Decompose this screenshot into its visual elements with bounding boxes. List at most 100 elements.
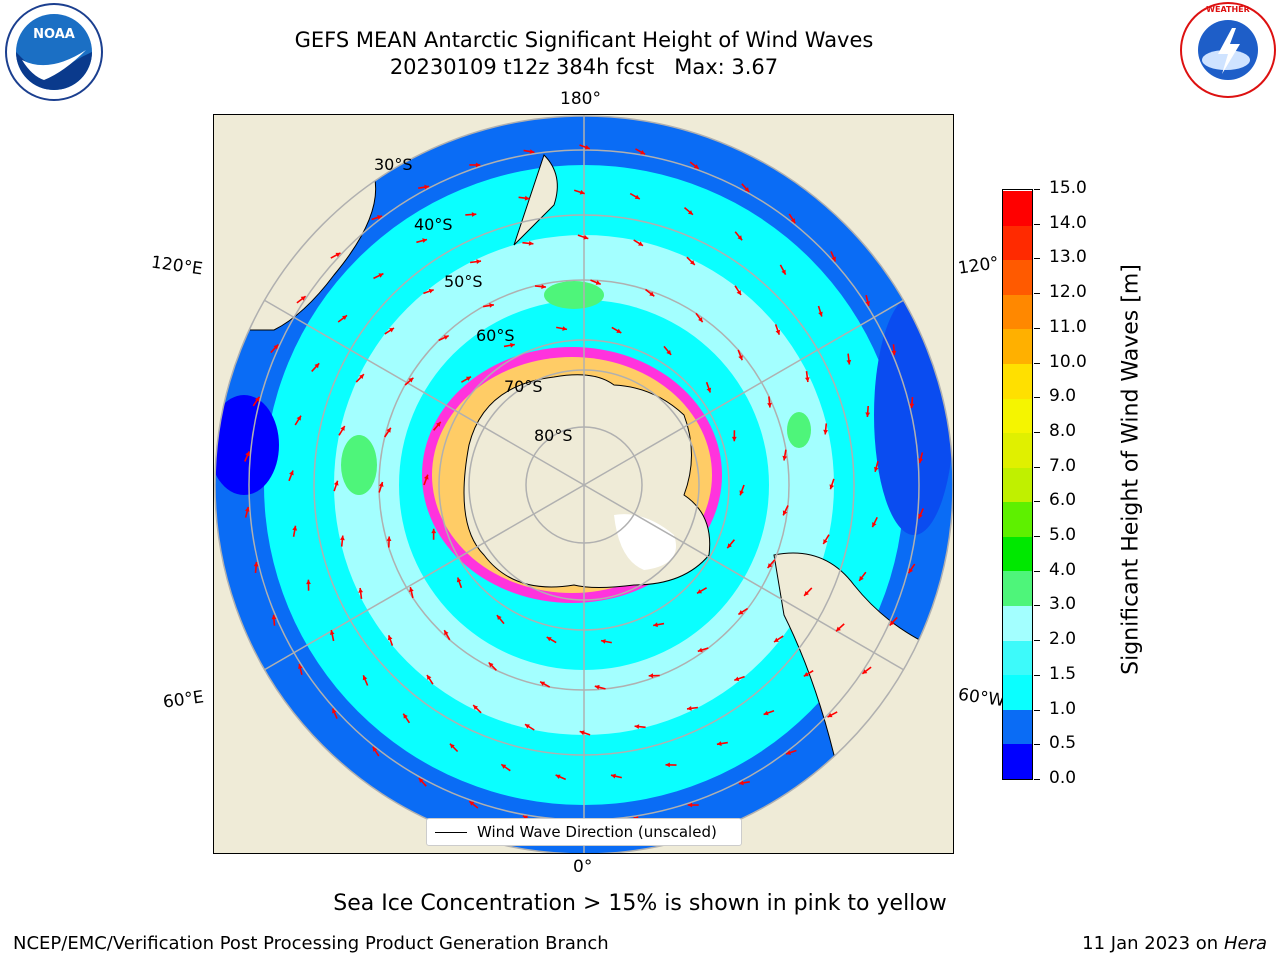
colorbar-tick-label: 8.0 <box>1049 420 1077 441</box>
wind-wave-arrowhead <box>342 315 347 320</box>
wind-wave-arrowhead <box>738 355 743 361</box>
colorbar-tick-mark <box>1034 431 1040 433</box>
wind-wave-arrowhead <box>727 543 732 549</box>
lat-label-70s: 70°S <box>504 377 543 396</box>
colorbar-tick-label: 11.0 <box>1049 316 1087 337</box>
wind-wave-arrowhead <box>335 252 341 258</box>
colorbar-ticks: 0.0 0.5 1.0 1.5 2.0 3.0 4.0 5.0 6.0 7.0 8.0 9.0 10.0… <box>1034 178 1094 788</box>
colorbar-swatch <box>1003 259 1032 295</box>
colorbar-tick-label: 9.0 <box>1049 386 1077 407</box>
colorbar-tick-mark <box>1034 397 1040 399</box>
lon-label-60e: 60°E <box>161 687 206 713</box>
footer-org: NCEP/EMC/Verification Post Processing Pr… <box>13 933 609 954</box>
wind-wave-arrowhead <box>449 743 455 749</box>
wind-wave-arrowhead <box>782 455 788 461</box>
lat-label-30s: 30°S <box>374 155 413 174</box>
wind-wave-arrowhead <box>377 215 382 220</box>
colorbar-tick-label: 7.0 <box>1049 455 1077 476</box>
colorbar-tick-mark <box>1034 223 1040 225</box>
lat-label-50s: 50°S <box>444 272 483 291</box>
colorbar-tick-label: 2.0 <box>1049 629 1077 650</box>
wind-wave-arrowhead <box>329 630 335 635</box>
wind-wave-arrowhead <box>648 673 654 679</box>
wind-wave-arrowhead <box>300 296 306 301</box>
wind-wave-arrowhead <box>546 637 552 642</box>
wind-wave-arrowhead <box>584 145 590 150</box>
legend-label: Wind Wave Direction (unscaled) <box>477 823 717 841</box>
wind-wave-arrowhead <box>737 235 743 241</box>
colorbar-tick-label: 1.0 <box>1049 698 1077 719</box>
wind-wave-arrowhead <box>386 536 392 541</box>
wind-wave-arrowhead <box>314 363 320 369</box>
wind-wave-arrowhead <box>476 259 481 264</box>
wind-wave-arrowhead <box>697 647 703 653</box>
colorbar <box>1002 189 1033 780</box>
wind-wave-arrowhead <box>891 350 897 356</box>
wind-wave-arrowhead <box>859 576 864 581</box>
colorbar-tick-label: 13.0 <box>1049 247 1087 268</box>
wind-wave-arrowhead <box>522 815 528 820</box>
wind-wave-arrowhead <box>763 710 769 716</box>
colorbar-tick-label: 0.5 <box>1049 733 1077 754</box>
colorbar-tick-mark <box>1034 466 1040 468</box>
wind-wave-arrowhead <box>524 195 530 201</box>
wind-wave-arrowhead <box>362 675 368 681</box>
wind-wave-arrowhead <box>665 762 670 768</box>
wind-wave-arrowhead <box>579 730 585 736</box>
colorbar-tick-mark <box>1034 327 1040 329</box>
wind-wave-arrowhead <box>244 507 250 512</box>
lon-label-180: 180° <box>560 89 601 109</box>
polar-map: 30°S 40°S 50°S 60°S 70°S 80°S <box>213 114 954 854</box>
wave-patch-3m <box>544 281 604 309</box>
wind-wave-arrowhead <box>862 669 868 674</box>
wind-wave-arrowhead <box>271 614 277 620</box>
wind-wave-arrowhead <box>444 630 449 636</box>
wind-wave-arrowhead <box>653 622 658 628</box>
wind-wave-arrowhead <box>403 713 408 719</box>
colorbar-swatch <box>1003 570 1032 607</box>
wind-wave-arrowhead <box>389 328 394 333</box>
colorbar-tick-mark <box>1034 189 1040 190</box>
wind-wave-arrowhead <box>818 311 823 317</box>
wind-wave-arrowhead <box>805 377 810 382</box>
colorbar-swatch <box>1003 467 1032 503</box>
wind-wave-arrowhead <box>640 150 646 155</box>
wind-wave-arrowhead <box>782 510 788 516</box>
wind-wave-arrowhead <box>255 396 260 402</box>
map-canvas: 30°S 40°S 50°S 60°S 70°S 80°S <box>214 115 953 853</box>
wind-wave-arrowhead <box>909 403 915 409</box>
wind-wave-arrowhead <box>488 662 494 668</box>
wind-wave-arrowhead <box>456 577 462 583</box>
wind-wave-arrowhead <box>616 328 622 333</box>
wind-wave-arrowhead <box>803 672 809 677</box>
wind-wave-arrowhead <box>501 764 507 769</box>
wind-wave-arrowhead <box>409 587 414 592</box>
wave-patch-3m <box>787 412 811 448</box>
wind-wave-arrowhead <box>378 273 384 278</box>
noaa-logo: NOAA <box>4 2 104 102</box>
colorbar-swatch <box>1003 501 1032 537</box>
wind-wave-arrowhead <box>332 708 337 714</box>
lat-label-40s: 40°S <box>414 215 453 234</box>
wind-wave-arrowhead <box>562 326 567 331</box>
colorbar-tick-label: 1.5 <box>1049 663 1077 684</box>
wind-wave-arrowhead <box>418 778 424 783</box>
lon-label-120e: 120°E <box>149 252 204 280</box>
colorbar-tick-mark <box>1034 709 1040 711</box>
wind-wave-arrowhead <box>273 344 279 350</box>
wind-wave-arrowhead <box>306 579 311 585</box>
wind-wave-arrowhead <box>781 269 786 275</box>
wind-wave-arrowhead <box>529 149 535 154</box>
wind-wave-arrowhead <box>583 234 589 240</box>
wind-wave-arrowhead <box>245 451 250 457</box>
chart-subtitle: 20230109 t12z 384h fcst Max: 3.67 <box>389 55 779 79</box>
colorbar-swatch <box>1003 190 1032 226</box>
wind-wave-arrowhead <box>687 802 693 808</box>
wind-wave-arrowhead <box>358 588 363 593</box>
wind-wave-arrowhead <box>865 412 871 417</box>
footer-date-text: 11 Jan 2023 on <box>1082 933 1224 954</box>
low-wave-patch-west <box>215 395 279 495</box>
nws-logo: WEATHER <box>1178 0 1278 100</box>
colorbar-tick-label: 0.0 <box>1049 768 1077 788</box>
colorbar-tick-label: 12.0 <box>1049 282 1087 303</box>
